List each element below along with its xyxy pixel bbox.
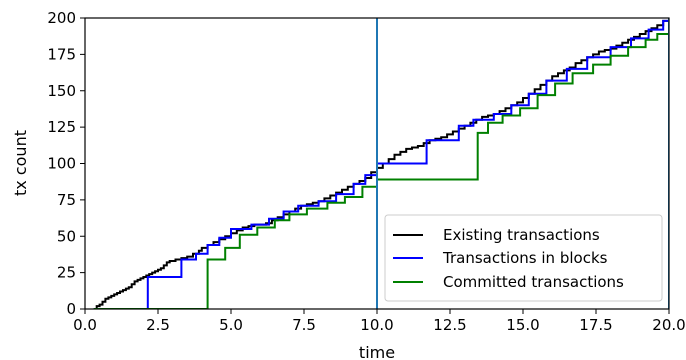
plot-area [93, 18, 669, 309]
y-tick-label: 100 [47, 155, 76, 173]
x-tick-label: 20.0 [652, 316, 685, 334]
series-blocks-line [93, 19, 669, 309]
y-tick-label: 0 [66, 300, 76, 318]
x-tick-label: 12.5 [433, 316, 466, 334]
x-tick-label: 7.5 [292, 316, 316, 334]
legend-label-existing: Existing transactions [443, 226, 600, 244]
y-tick-label: 175 [47, 45, 76, 63]
legend-label-blocks: Transactions in blocks [442, 249, 608, 267]
legend: Existing transactions Transactions in bl… [384, 214, 663, 302]
x-tick-label: 15.0 [506, 316, 539, 334]
y-tick-label: 200 [47, 9, 76, 27]
x-tick-label: 17.5 [579, 316, 612, 334]
series-committed-line [93, 33, 669, 309]
y-tick-label: 50 [57, 227, 76, 245]
y-tick-label: 25 [57, 264, 76, 282]
y-tick-label: 75 [57, 191, 76, 209]
y-tick-label: 150 [47, 82, 76, 100]
x-axis: 0.0 2.5 5.0 7.5 10.0 12.5 15.0 17.5 20.0 [73, 309, 686, 334]
x-tick-label: 2.5 [146, 316, 170, 334]
x-tick-label: 5.0 [219, 316, 243, 334]
series-existing-line [93, 18, 669, 309]
y-axis: 0 25 50 75 100 125 150 175 200 [47, 9, 85, 318]
x-tick-label: 0.0 [73, 316, 97, 334]
x-axis-label: time [359, 343, 395, 360]
legend-label-committed: Committed transactions [443, 273, 624, 291]
y-axis-label: tx count [11, 130, 30, 196]
x-tick-label: 10.0 [360, 316, 393, 334]
legend-frame [384, 214, 663, 302]
y-tick-label: 125 [47, 118, 76, 136]
